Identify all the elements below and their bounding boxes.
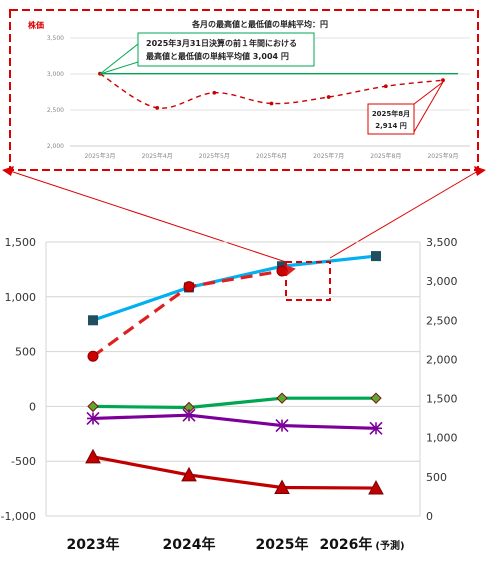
inset-title: 各月の最高値と最低値の単純平均：円 [191,19,328,29]
main-series-2 [87,264,296,362]
inset-data-point [155,105,160,110]
inset-data-point [269,101,274,106]
main-data-marker [276,392,288,404]
main-x-tick-suffix: (予測) [375,539,404,552]
main-data-marker [274,479,290,495]
main-data-marker [369,421,383,435]
inset-x-ticks: 2025年3月 2025年4月 2025年5月 2025年6月 2025年7月 2025年… [84,152,458,160]
zoom-connector-left [9,170,287,263]
main-right-y-tick-label: 3,000 [426,275,458,288]
callout-latest-leader [413,81,444,105]
main-right-y-tick-label: 3,500 [426,236,458,249]
inset-x-tick-label: 2025年6月 [256,152,287,160]
main-data-marker [368,479,384,495]
callout-latest-line1: 2025年8月 [372,109,410,118]
main-series-5 [85,448,384,495]
inset-data-point [441,78,445,83]
main-data-marker [86,411,100,426]
main-data-marker [370,392,382,404]
inset-x-tick-label: 2025年9月 [427,152,458,160]
main-left-y-tick-label: 1,500 [5,236,37,249]
main-data-marker [87,400,99,413]
main-right-y-tick-label: 2,500 [426,314,458,327]
main-series-1 [88,251,381,326]
main-x-ticks: 2023年 2024年 2025年 2026年 (予測) [67,536,405,553]
inset-x-tick-label: 2025年4月 [142,152,173,160]
main-x-tick-label: 2026年 (予測) [319,536,404,553]
inset-y-tick-label: 3,500 [47,35,64,42]
callout-reference-line2: 最高値と最低値の単純平均値 3,004 円 [146,51,289,61]
main-right-y-tick-label: 1,500 [426,393,458,406]
main-data-marker [88,315,98,326]
inset-y-tick-label: 2,500 [47,107,64,114]
main-left-y-tick-label: -1,000 [1,510,36,523]
inset-data-point [212,90,217,95]
inset-series [98,71,445,110]
main-series-line [92,413,377,430]
main-data-marker [182,408,196,422]
main-left-y-tick-label: -500 [11,455,36,468]
main-x-tick-label: 2025年 [256,536,309,553]
main-series-arrowhead [284,264,296,277]
inset-x-tick-label: 2025年3月 [84,152,115,160]
callout-reference-box [137,32,315,67]
inset-data-point [326,95,331,99]
main-data-marker [85,448,101,464]
main-right-y-tick-label: 0 [426,510,433,523]
main-series-line [92,254,377,322]
main-left-y-tick-label: 0 [29,400,36,413]
main-right-y-tick-label: 500 [426,471,447,484]
main-left-y-tick-label: 1,000 [5,291,37,304]
main-data-marker [183,281,195,293]
main-gridlines [45,241,421,517]
inset-callout-reference: 2025年3月31日決算の前１年間における 最高値と最低値の単純平均値 3,00… [99,32,315,75]
main-right-y-tick-label: 2,000 [426,353,458,366]
callout-reference-leader [99,43,139,75]
main-data-marker [87,350,99,362]
main-x-tick-label: 2024年 [163,536,216,553]
inset-y-tick-label: 3,000 [47,71,64,78]
main-x-tick-label: 2023年 [67,536,120,553]
zoom-arrowhead-right [474,166,486,176]
zoom-arrowhead-left [2,166,14,176]
callout-latest-box [367,103,415,135]
main-series-line [92,396,376,410]
main-right-y-ticks: 0 500 1,000 1,500 2,000 2,500 3,000 3,500 [426,236,458,523]
zoom-highlight-box [285,261,331,301]
inset-x-tick-label: 2025年8月 [370,152,401,160]
main-data-marker [181,466,197,482]
main-series [85,251,384,495]
inset-y-ticks: 2,000 2,500 3,000 3,500 [47,35,64,150]
zoom-connector-right [329,170,479,259]
inset-callout-latest: 2025年8月 2,914 円 [367,81,444,135]
inset-x-tick-label: 2025年5月 [199,152,230,160]
inset-x-tick-label: 2025年7月 [313,152,344,160]
inset-y-axis-label: 株価 [28,20,44,30]
inset-y-tick-label: 2,000 [47,143,64,150]
inset-data-point [383,84,388,89]
callout-reference-line1: 2025年3月31日決算の前１年間における [146,38,297,48]
callout-reference-leader [99,61,139,75]
main-series-4 [86,408,383,435]
callout-latest-line2: 2,914 円 [375,122,407,130]
main-data-marker [371,251,381,262]
main-series-line [92,455,377,490]
main-left-y-tick-label: 500 [15,346,36,359]
main-right-y-tick-label: 1,000 [426,432,458,445]
main-series-3 [87,392,382,414]
main-left-y-ticks: -1,000 -500 0 500 1,000 1,500 [1,236,36,523]
callout-latest-leader [413,81,444,133]
main-data-marker [275,419,289,433]
